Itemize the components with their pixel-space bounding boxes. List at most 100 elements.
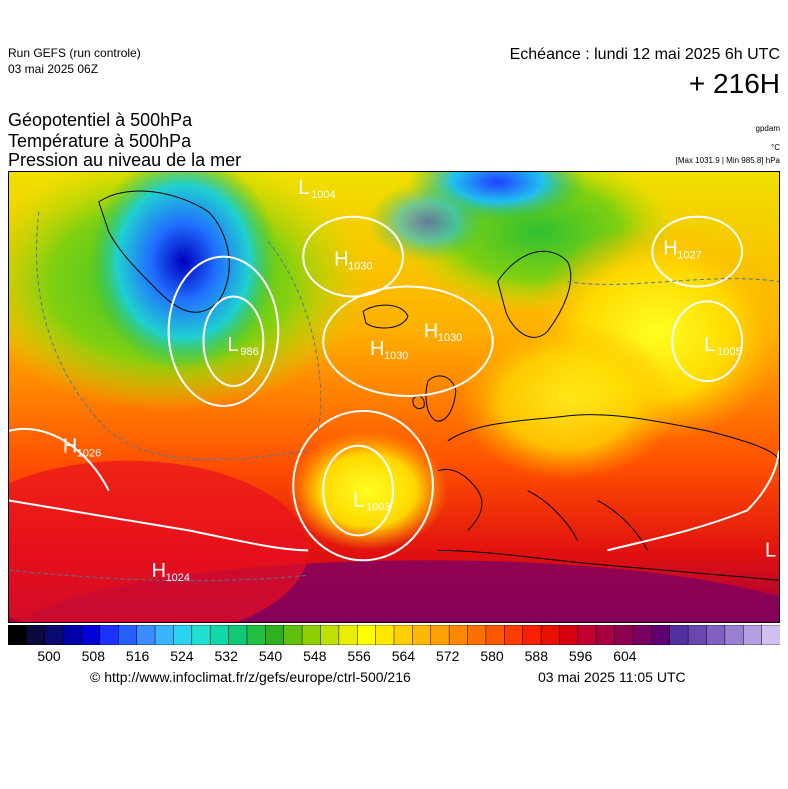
svg-text:H: H [152, 560, 166, 582]
svg-text:1030: 1030 [384, 350, 408, 362]
color-scale-swatch [577, 625, 597, 645]
svg-text:1026: 1026 [77, 448, 101, 460]
cold-core-greenland [88, 172, 279, 372]
color-scale-swatch [504, 625, 524, 645]
label-value: 1004 [311, 189, 335, 201]
color-scale-tick-label: 572 [436, 648, 460, 664]
svg-text:1027: 1027 [677, 250, 701, 262]
isobar-low-atlantic [322, 444, 394, 537]
title-temperature: Température à 500hPa [8, 131, 192, 151]
color-scale-tick-label: 532 [214, 648, 238, 664]
color-scale-swatch [393, 625, 414, 645]
label-l-east-edge: L [765, 539, 776, 561]
color-scale-tick-label: 540 [258, 648, 283, 664]
color-scale-swatch [246, 625, 267, 645]
color-scale-swatch [632, 625, 653, 645]
svg-text:1005: 1005 [717, 346, 741, 358]
color-scale-swatch [356, 625, 377, 645]
color-scale-swatch [62, 625, 83, 645]
color-scale-tick-label: 588 [524, 648, 548, 664]
color-scale-swatch [283, 625, 303, 645]
color-scale-swatch [724, 625, 744, 645]
title-pressure: Pression au niveau de la mer [8, 150, 242, 170]
yellow-zone-atlantic [288, 430, 448, 551]
scandinavia-coast [497, 250, 572, 338]
run-label: Run GEFS (run controle) [8, 46, 141, 60]
color-scale-swatch [485, 625, 506, 645]
color-scale-swatch [209, 625, 230, 645]
color-scale-swatch [687, 625, 708, 645]
isobar-high-east [651, 215, 744, 288]
color-scale-swatch [173, 625, 193, 645]
color-scale-tick-label: 564 [391, 648, 416, 664]
color-scale-swatch [301, 625, 322, 645]
color-scale-swatch [99, 625, 120, 645]
svg-text:H: H [63, 436, 77, 458]
isobar-high-north [302, 215, 404, 298]
forecast-hour: + 216H [688, 68, 780, 99]
svg-text:986: 986 [240, 346, 258, 358]
color-scale-swatch [118, 625, 138, 645]
isobar-low-east [671, 300, 744, 383]
svg-text:L: L [704, 334, 715, 356]
weather-map: L 1004 H 1030 L 986 H 1030 H 1030 H 1027 L 1005… [8, 171, 780, 623]
iceland-coast [362, 304, 409, 329]
yellow-zone-central [457, 321, 678, 481]
color-scale-tick-label: 580 [480, 648, 504, 664]
temperature-contours [9, 211, 779, 582]
isobar-low-greenland-2 [167, 255, 280, 407]
isobar-low-atlantic-2 [292, 409, 434, 562]
label-h-1030-mid: H 1030 [424, 320, 462, 344]
color-scale-swatch [706, 625, 726, 645]
coastlines [98, 190, 779, 581]
label-h-1030-north: H 1030 [334, 249, 372, 273]
color-scale [8, 625, 780, 645]
color-scale-tick-label: 500 [37, 648, 61, 664]
color-scale-swatch [44, 625, 64, 645]
unit-geopotential: gpdam [755, 124, 780, 133]
color-scale-swatch [265, 625, 285, 645]
europe-coast [437, 414, 779, 581]
color-scale-swatch [338, 625, 358, 645]
color-scale-swatch [375, 625, 395, 645]
pressure-labels: L 1004 H 1030 L 986 H 1030 H 1030 H 1027 L 1005… [63, 177, 776, 584]
color-scale-swatch [742, 625, 763, 645]
unit-temperature: °C [771, 143, 780, 152]
color-scale-swatch [761, 625, 780, 645]
svg-text:1030: 1030 [348, 261, 372, 273]
color-scale-swatch [559, 625, 579, 645]
svg-text:H: H [334, 249, 348, 271]
color-scale-swatch [430, 625, 450, 645]
color-scale-swatch [81, 625, 101, 645]
svg-text:H: H [370, 338, 384, 360]
svg-text:H: H [424, 320, 438, 342]
label-l-1003: L 1003 [353, 490, 390, 514]
greenland-coast [98, 190, 230, 313]
color-scale-swatch [320, 625, 340, 645]
color-scale-swatch [614, 625, 634, 645]
svg-text:H: H [663, 238, 677, 260]
label-l-986: L 986 [227, 334, 258, 358]
label-h-1027: H 1027 [663, 238, 701, 262]
red-zone-sw [9, 460, 309, 622]
color-scale-tick-label: 508 [81, 648, 105, 664]
label-h-1030-south: H 1030 [370, 338, 408, 362]
color-scale-tick-label: 524 [170, 648, 194, 664]
label-h-1024: H 1024 [152, 560, 190, 584]
color-scale-tick-label: 604 [613, 648, 637, 664]
run-date: 03 mai 2025 06Z [8, 62, 99, 76]
svg-text:L: L [765, 539, 776, 561]
color-scale-swatch [154, 625, 175, 645]
isobar-1020-south [9, 499, 309, 552]
label-l-1005: L 1005 [704, 334, 741, 358]
color-scale-tick-label: 548 [303, 648, 327, 664]
color-scale-swatch [26, 625, 46, 645]
source-url[interactable]: © http://www.infoclimat.fr/z/gefs/europe… [90, 669, 411, 685]
svg-text:1030: 1030 [438, 332, 462, 344]
svg-text:1024: 1024 [166, 572, 190, 584]
unit-pressure-maxmin: [Max 1031.9 | Min 985.8] hPa [675, 156, 780, 165]
color-scale-swatch [467, 625, 487, 645]
generation-timestamp: 03 mai 2025 11:05 UTC [538, 669, 686, 685]
color-scale-swatch [595, 625, 616, 645]
color-scale-swatch [448, 625, 469, 645]
